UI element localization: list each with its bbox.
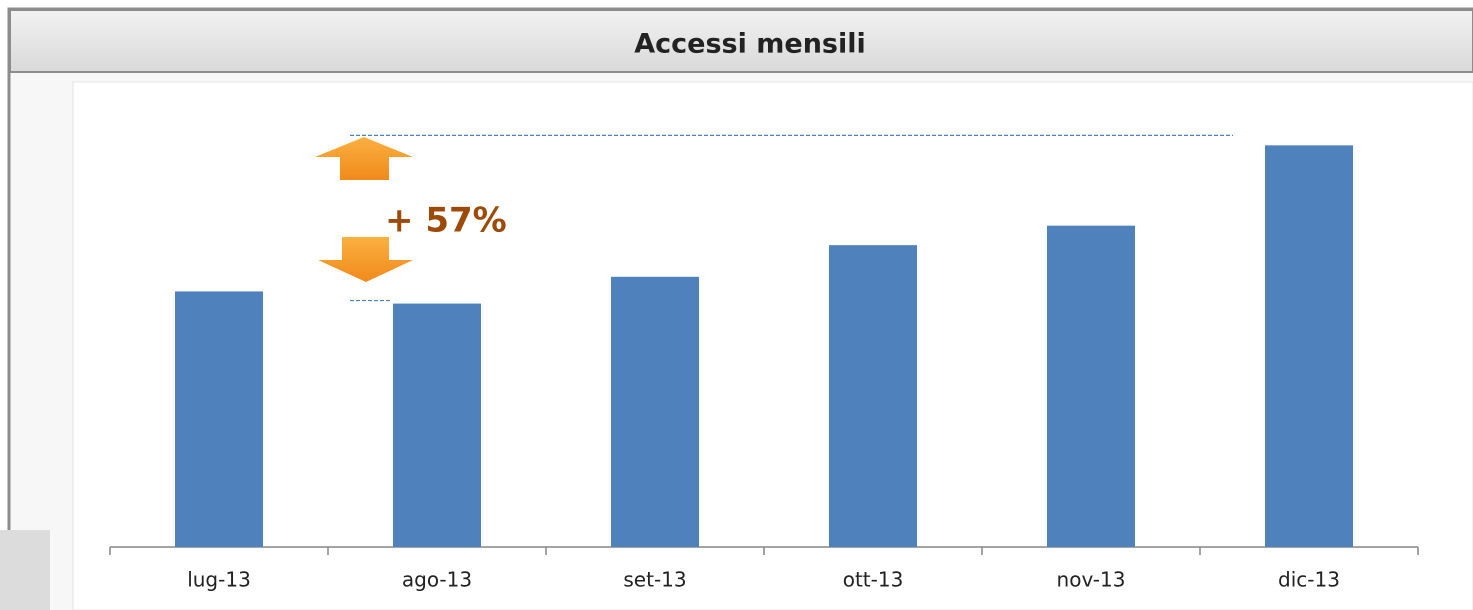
x-tick-label: ott-13 bbox=[843, 568, 904, 592]
annotation: + 57% bbox=[385, 201, 507, 241]
corner bbox=[0, 530, 50, 610]
bar bbox=[1047, 225, 1135, 547]
bar bbox=[611, 276, 699, 547]
bar bbox=[393, 303, 481, 547]
x-tick-label: nov-13 bbox=[1057, 568, 1126, 592]
up-arrow bbox=[315, 137, 413, 180]
bar bbox=[175, 291, 263, 547]
bar bbox=[829, 245, 917, 548]
x-tick-label: set-13 bbox=[623, 568, 686, 592]
chart-title: Accessi mensili bbox=[634, 29, 866, 60]
header bbox=[9, 9, 1473, 73]
down-arrow bbox=[318, 237, 413, 282]
plot-area bbox=[72, 81, 1473, 610]
x-tick-label: ago-13 bbox=[402, 568, 472, 592]
bar bbox=[1265, 145, 1353, 548]
x-tick-label: dic-13 bbox=[1278, 568, 1340, 592]
x-tick-label: lug-13 bbox=[187, 568, 251, 592]
